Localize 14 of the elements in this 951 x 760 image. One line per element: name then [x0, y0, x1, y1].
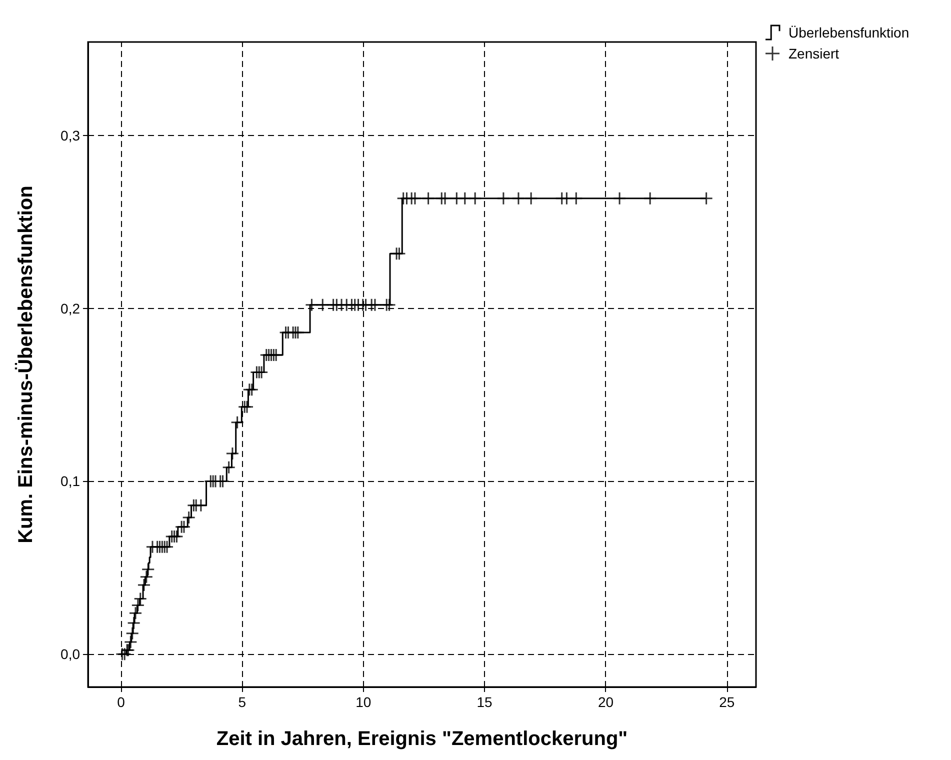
x-tick-label: 10 [356, 694, 372, 710]
x-tick-label: 15 [476, 694, 493, 710]
x-tick-label: 0 [117, 694, 126, 710]
legend-label: Überlebensfunktion [788, 24, 910, 40]
y-tick-label: 0,3 [60, 127, 80, 144]
legend-label: Zensiert [788, 46, 840, 62]
x-axis-title: Zeit in Jahren, Ereignis "Zementlockerung" [216, 728, 628, 750]
x-tick-label: 20 [598, 694, 614, 710]
x-tick-label: 5 [238, 694, 246, 710]
y-tick-label: 0,2 [60, 300, 80, 316]
y-axis-title: Kum. Eins-minus-Überlebensfunktion [14, 186, 37, 544]
y-tick-label: 0,0 [60, 646, 80, 662]
x-tick-label: 25 [719, 694, 735, 710]
y-tick-label: 0,1 [60, 473, 80, 490]
